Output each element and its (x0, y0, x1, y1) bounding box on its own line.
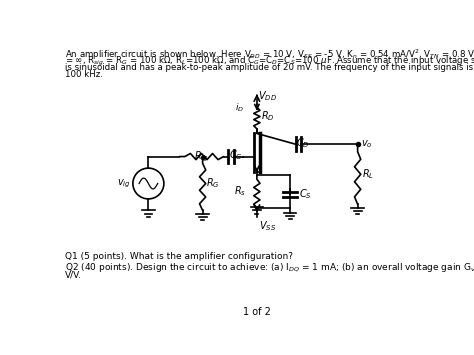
Text: An amplifier circuit is shown below. Here V$_{DD}$ = 10 V, V$_{SS}$ = -5 V, K$_n: An amplifier circuit is shown below. Her… (64, 47, 474, 62)
Text: C$_G$: C$_G$ (229, 148, 243, 162)
Text: R$_{ig}$: R$_{ig}$ (194, 150, 209, 164)
Text: R$_s$: R$_s$ (234, 185, 246, 198)
Text: V$_{SS}$: V$_{SS}$ (259, 219, 276, 233)
Text: v$_o$: v$_o$ (361, 138, 373, 150)
Text: V/V.: V/V. (64, 271, 82, 279)
Text: V$_{DD}$: V$_{DD}$ (258, 89, 277, 103)
Text: R$_D$: R$_D$ (261, 110, 274, 124)
Text: 1 of 2: 1 of 2 (243, 307, 271, 317)
Text: is sinusoidal and has a peak-to-peak amplitude of 20 mV. The frequency of the in: is sinusoidal and has a peak-to-peak amp… (64, 62, 473, 72)
Text: C$_D$: C$_D$ (296, 136, 310, 149)
Text: R$_G$: R$_G$ (207, 176, 220, 190)
Text: = $\infty$, R$_{sig}$ = R$_G$ = 100 k$\Omega$, R$_L$=100 k$\Omega$, and C$_G$=C$: = $\infty$, R$_{sig}$ = R$_G$ = 100 k$\O… (64, 55, 474, 68)
Text: 100 kHz.: 100 kHz. (64, 70, 102, 79)
Text: v$_{ig}$: v$_{ig}$ (117, 177, 130, 190)
Text: i$_D$: i$_D$ (235, 101, 244, 114)
Text: R$_L$: R$_L$ (362, 167, 374, 181)
Text: C$_S$: C$_S$ (299, 187, 312, 201)
Text: Q2 (40 points). Design the circuit to achieve: (a) I$_{DQ}$ = 1 mA; (b) an overa: Q2 (40 points). Design the circuit to ac… (64, 261, 474, 274)
Text: Q1 (5 points). What is the amplifier configuration?: Q1 (5 points). What is the amplifier con… (64, 252, 292, 261)
